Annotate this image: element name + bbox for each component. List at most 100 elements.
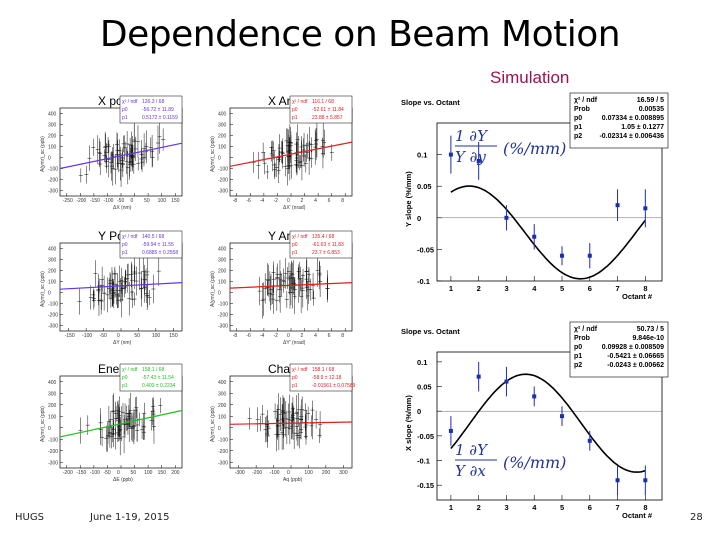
data-point (448, 428, 453, 433)
y-tick-label: 400 (218, 112, 227, 118)
stats-value: 158.1 / 68 (312, 367, 334, 373)
x-tick-label: -2 (273, 198, 278, 204)
y-tick-label: 300 (48, 391, 57, 397)
y-tick-label: 300 (218, 391, 227, 397)
panel-title: Slope vs. Octant (401, 327, 460, 336)
y-tick-label: -0.1 (417, 277, 430, 286)
plot-frame (436, 122, 663, 282)
y-tick-label: 400 (218, 380, 227, 386)
stats-label: p1 (122, 383, 128, 389)
y-tick-label: 0 (48, 291, 51, 297)
x-tick-label: -4 (260, 198, 265, 204)
data-point (532, 394, 537, 399)
y-axis-label: A(ymr)_sc (ppb) (40, 406, 46, 442)
formula-unit: (%/mm) (503, 139, 566, 158)
stats-label: χ² / ndf (574, 326, 598, 333)
y-tick-label: -200 (218, 449, 228, 455)
y-tick-label: 100 (218, 280, 227, 286)
x-tick-label: 0 (131, 198, 134, 204)
fit-line (59, 409, 183, 438)
stats-label: p1 (574, 124, 582, 131)
x-tick-label: 0 (287, 470, 290, 476)
x-axis-label: Octant # (622, 511, 653, 520)
y-axis-label: A(ymr)_sc (ppb) (210, 271, 216, 307)
x-tick-label: 6 (328, 333, 331, 339)
x-tick-label: 6 (328, 198, 331, 204)
y-tick-label: 100 (48, 280, 57, 286)
x-tick-label: -8 (233, 333, 238, 339)
data-point (560, 253, 564, 258)
y-tick-label: 200 (48, 269, 57, 275)
x-tick-label: 7 (616, 503, 620, 512)
data-point (476, 158, 481, 163)
data-point (643, 478, 648, 483)
y-tick-label: 100 (48, 145, 57, 151)
x-tick-label: 0 (287, 333, 290, 339)
x-tick-label: -6 (246, 333, 251, 339)
y-tick-label: -100 (48, 437, 58, 443)
stats-label: χ² / ndf (292, 99, 308, 105)
stats-box (289, 363, 353, 392)
stats-value: 158.1 / 68 (142, 367, 164, 373)
stats-value: -56.72 ± 11.89 (142, 107, 174, 113)
stats-box (289, 230, 353, 259)
x-tick-label: 150 (169, 333, 178, 339)
formula-numerator: 1 ∂Y (455, 441, 489, 459)
y-tick-label: 400 (48, 380, 57, 386)
stats-label: χ² / ndf (292, 367, 308, 373)
fit-line (59, 142, 183, 170)
y-axis-label: A(ymr)_sc (ppb) (210, 406, 216, 442)
y-tick-label: 0 (48, 156, 51, 162)
y-tick-label: 400 (48, 247, 57, 253)
stats-label: p1 (292, 115, 298, 121)
stats-value: -52.61 ± 11.84 (312, 107, 344, 113)
stats-label: p0 (574, 344, 582, 351)
data-point (476, 374, 481, 379)
x-tick-label: 5 (560, 284, 564, 293)
stats-label: p1 (122, 250, 128, 256)
y-tick-label: 200 (218, 134, 227, 140)
x-tick-label: 0 (117, 470, 120, 476)
stats-value: -61.63 ± 11.83 (312, 242, 344, 248)
y-tick-label: -300 (48, 460, 58, 466)
y-tick-label: -100 (218, 302, 228, 308)
fit-line (229, 141, 353, 167)
x-tick-label: -100 (103, 198, 113, 204)
stats-value: -0.02314 ± 0.006436 (599, 133, 664, 140)
stats-label: p0 (122, 107, 128, 113)
x-tick-label: -150 (65, 333, 75, 339)
x-tick-label: -150 (76, 470, 86, 476)
data-point (587, 438, 592, 443)
y-tick-label: 0.1 (417, 358, 427, 367)
y-axis-label: Y slope (%/mm) (404, 171, 413, 227)
data-point (587, 253, 592, 258)
x-tick-label: 4 (532, 503, 537, 512)
y-tick-label: -200 (48, 313, 58, 319)
x-tick-label: 50 (134, 333, 140, 339)
x-tick-label: -2 (273, 333, 278, 339)
x-tick-label: 0 (287, 198, 290, 204)
stats-label: p0 (574, 115, 582, 122)
stats-label: p2 (574, 133, 582, 140)
stats-value: 135.4 / 68 (312, 234, 334, 240)
y-tick-label: -100 (48, 167, 58, 173)
page-number: 28 (690, 512, 703, 523)
stats-value: -57.43 ± 11.54 (142, 375, 174, 381)
scatter-points (78, 119, 166, 188)
x-axis-label: ΔE (ppb) (113, 477, 133, 483)
x-tick-label: 8 (643, 503, 647, 512)
stats-label: p0 (122, 242, 128, 248)
y-tick-label: -300 (218, 324, 228, 330)
y-tick-label: -0.05 (417, 432, 434, 441)
x-tick-label: -100 (270, 470, 280, 476)
stats-label: p1 (574, 353, 582, 360)
stats-value: 0.09928 ± 0.008509 (602, 344, 664, 351)
y-tick-label: -0.15 (417, 481, 434, 490)
x-tick-label: 5 (560, 503, 564, 512)
y-tick-label: 100 (218, 414, 227, 420)
data-point (504, 215, 509, 220)
x-tick-label: -4 (260, 333, 265, 339)
stats-value: -0.5421 ± 0.06665 (607, 353, 664, 360)
x-axis-label: Octant # (622, 292, 653, 301)
stats-label: Prob (574, 106, 590, 113)
